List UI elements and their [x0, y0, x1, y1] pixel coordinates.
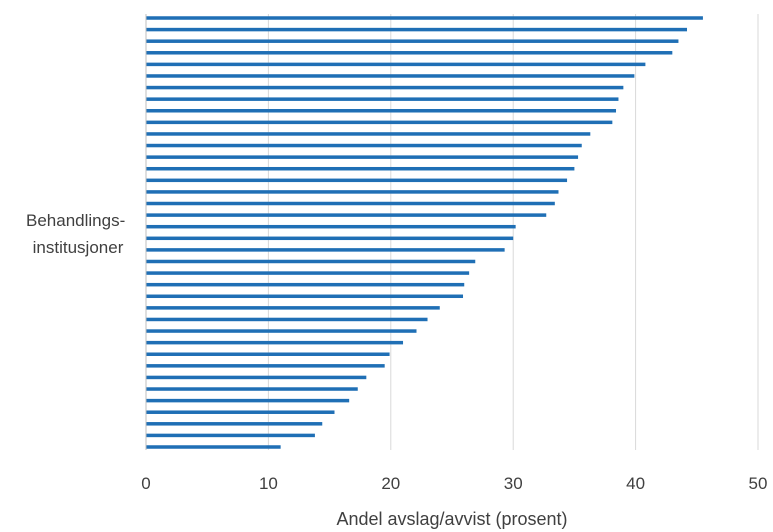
bar-24: [146, 282, 465, 287]
x-tick-label-30: 30: [504, 474, 523, 493]
bar-25: [146, 294, 464, 299]
bar-20: [146, 236, 514, 241]
bar-21: [146, 248, 505, 252]
bar-26: [146, 306, 440, 310]
bar-22: [146, 259, 476, 264]
y-axis-title: Behandlings- institusjoner: [26, 211, 130, 257]
bar-34: [146, 398, 350, 403]
bar-14: [146, 166, 575, 171]
bar-38: [146, 445, 281, 449]
bar-36: [146, 422, 323, 426]
bar-9: [146, 109, 617, 113]
bar-31: [146, 364, 385, 368]
bar-10: [146, 120, 613, 125]
bar-12: [146, 143, 582, 148]
x-tick-label-40: 40: [626, 474, 645, 493]
bar-23: [146, 271, 470, 275]
y-axis-title-line-2: institusjoner: [33, 238, 124, 257]
bar-1: [146, 16, 703, 20]
bar-19: [146, 224, 516, 229]
bars: [146, 16, 703, 449]
grid-lines: [267, 14, 759, 450]
y-axis-title-line-1: Behandlings-: [26, 211, 125, 230]
bar-11: [146, 132, 591, 136]
x-tick-label-0: 0: [141, 474, 150, 493]
bar-8: [146, 97, 619, 101]
x-tick-labels: 0 10 20 30 40 50: [141, 474, 767, 493]
bar-32: [146, 375, 367, 380]
bar-7: [146, 85, 624, 90]
bar-17: [146, 201, 555, 206]
x-tick-label-20: 20: [381, 474, 400, 493]
bar-3: [146, 39, 679, 43]
bar-29: [146, 340, 404, 345]
bar-37: [146, 433, 315, 438]
bar-6: [146, 74, 635, 78]
x-tick-label-50: 50: [749, 474, 768, 493]
bar-13: [146, 155, 579, 159]
bar-27: [146, 317, 428, 322]
x-tick-label-10: 10: [259, 474, 278, 493]
bar-2: [146, 27, 688, 32]
bar-28: [146, 329, 417, 333]
bar-18: [146, 213, 547, 217]
x-axis-title: Andel avslag/avvist (prosent): [336, 509, 567, 529]
bar-33: [146, 387, 358, 391]
bar-30: [146, 352, 390, 356]
bar-15: [146, 178, 568, 183]
bar-16: [146, 190, 559, 194]
bar-35: [146, 410, 335, 414]
bar-4: [146, 51, 673, 55]
bar-5: [146, 62, 646, 67]
